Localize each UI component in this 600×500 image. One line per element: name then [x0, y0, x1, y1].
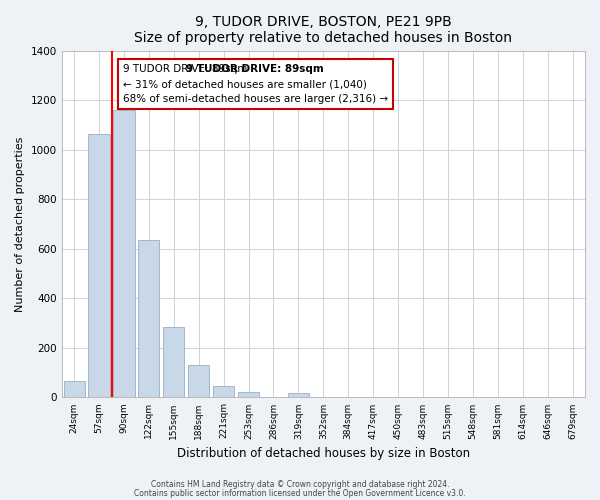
Bar: [213, 386, 234, 398]
Bar: [188, 365, 209, 398]
Text: Contains HM Land Registry data © Crown copyright and database right 2024.: Contains HM Land Registry data © Crown c…: [151, 480, 449, 489]
Y-axis label: Number of detached properties: Number of detached properties: [15, 136, 25, 312]
Text: Contains public sector information licensed under the Open Government Licence v3: Contains public sector information licen…: [134, 490, 466, 498]
Text: 9 TUDOR DRIVE: 89sqm
← 31% of detached houses are smaller (1,040)
68% of semi-de: 9 TUDOR DRIVE: 89sqm ← 31% of detached h…: [123, 64, 388, 104]
Text: 9 TUDOR DRIVE: 89sqm: 9 TUDOR DRIVE: 89sqm: [187, 64, 324, 74]
Bar: [64, 382, 85, 398]
X-axis label: Distribution of detached houses by size in Boston: Distribution of detached houses by size …: [177, 447, 470, 460]
Bar: [238, 392, 259, 398]
Bar: [138, 240, 160, 398]
Title: 9, TUDOR DRIVE, BOSTON, PE21 9PB
Size of property relative to detached houses in: 9, TUDOR DRIVE, BOSTON, PE21 9PB Size of…: [134, 15, 512, 45]
Bar: [113, 110, 134, 398]
Bar: [88, 134, 110, 398]
Bar: [288, 393, 309, 398]
Bar: [163, 327, 184, 398]
